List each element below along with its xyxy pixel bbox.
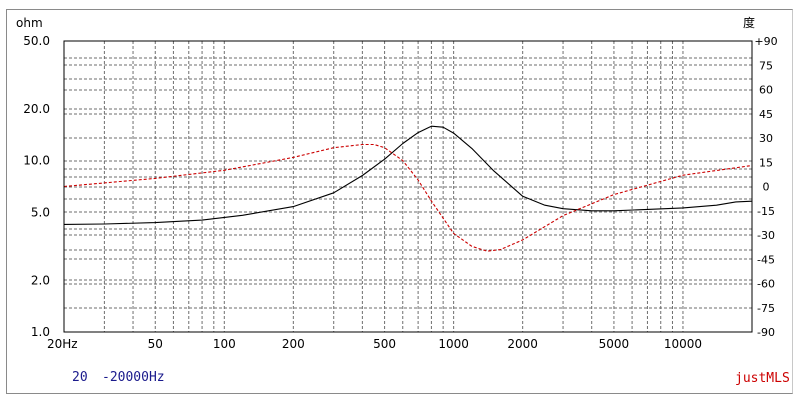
plot-area-border — [63, 40, 753, 333]
chart-frame — [6, 9, 793, 394]
x-tick-label: 1000 — [438, 337, 469, 351]
x-tick-label: 100 — [213, 337, 236, 351]
frequency-range-start: 20 — [72, 370, 88, 385]
y-left-tick-label: 5.0 — [31, 205, 50, 219]
y-left-tick-label: 10.0 — [23, 154, 50, 168]
y-left-tick-label: 20.0 — [23, 102, 50, 116]
y-left-tick-label: 50.0 — [23, 34, 50, 48]
phase-curve — [63, 143, 753, 252]
y-right-tick-label: -90 — [757, 326, 775, 339]
y-right-tick-label: 30 — [759, 132, 773, 145]
frequency-range-end: -20000Hz — [102, 370, 165, 385]
x-tick-label: 50 — [148, 337, 163, 351]
y-right-tick-label: +90 — [754, 35, 777, 48]
right-axis-unit: 度 — [743, 15, 755, 30]
y-right-tick-label: 45 — [759, 108, 773, 121]
x-tick-label: 200 — [282, 337, 305, 351]
y-right-tick-label: -30 — [757, 229, 775, 242]
y-left-tick-label: 2.0 — [31, 273, 50, 287]
x-tick-label: 2000 — [507, 337, 538, 351]
brand-label: justMLS — [735, 371, 790, 386]
axis-labels: 20Hz 50 100 200 500 1000 2000 5000 10000 50.0 20.0… — [23, 34, 777, 351]
grid-lines — [64, 41, 752, 332]
x-tick-label: 20Hz — [47, 337, 78, 351]
x-tick-label: 10000 — [664, 337, 702, 351]
y-right-tick-label: -60 — [757, 278, 775, 291]
y-right-tick-label: 75 — [759, 59, 773, 72]
y-right-tick-label: -45 — [757, 253, 775, 266]
left-axis-unit: ohm — [16, 16, 43, 30]
y-right-tick-label: -15 — [757, 205, 775, 218]
x-tick-label: 500 — [373, 337, 396, 351]
y-right-tick-label: 60 — [759, 84, 773, 97]
y-right-tick-label: 15 — [759, 156, 773, 169]
y-right-tick-label: 0 — [763, 181, 770, 194]
series-layer — [63, 125, 753, 252]
x-tick-label: 5000 — [599, 337, 630, 351]
y-left-tick-label: 1.0 — [31, 325, 50, 339]
impedance-curve — [63, 125, 753, 225]
y-right-tick-label: -75 — [757, 302, 775, 315]
